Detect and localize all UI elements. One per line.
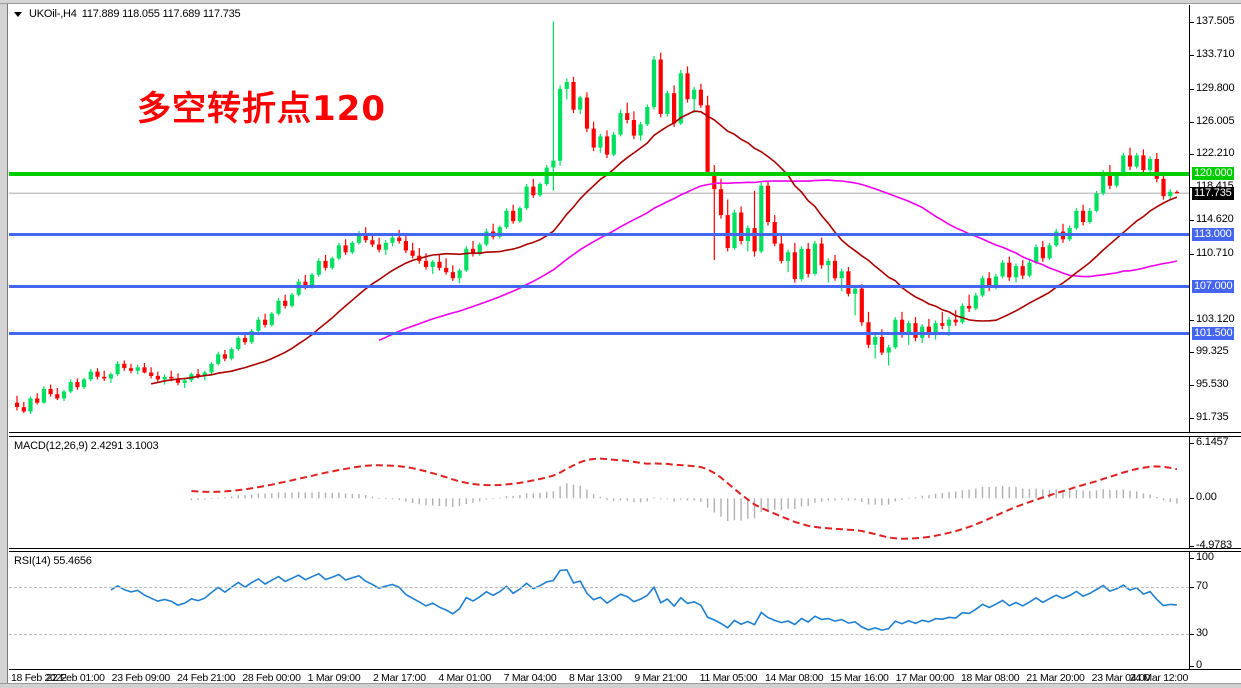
window-bottom-border [0,683,1241,688]
tick-mark [1190,546,1194,547]
time-tick-label: 9 Mar 21:00 [634,672,688,684]
time-tick-label: 24 Mar 12:00 [1129,672,1189,684]
tick-mark [1190,498,1194,500]
time-tick-label: 14 Mar 08:00 [765,672,824,684]
time-tick-label: 11 Mar 05:00 [699,672,758,684]
macd-label: MACD(12,26,9) 2.4291 3.1003 [14,440,159,452]
time-tick-label: 23 Mar 04:00 [1091,672,1151,684]
price-badge-120-000[interactable]: 120.000 [1192,167,1235,181]
tick-mark [1190,417,1194,419]
level-line-107-000[interactable] [9,284,1189,288]
time-tick-label: 2 Mar 17:00 [373,672,426,684]
price-tick-label: 122.210 [1196,147,1235,160]
price-tick-label: 91.735 [1196,410,1229,423]
tick-mark [1190,666,1194,667]
tick-mark [1190,443,1194,444]
time-tick-label: 4 Mar 01:00 [438,672,492,684]
level-line-113-000[interactable] [9,232,1189,236]
time-tick-label: 23 Feb 09:00 [111,672,171,684]
chart-canvas[interactable]: 多空转折点120 UKOil-,H4 117.889 118.055 117.6… [9,5,1241,684]
rsi-axis: 100 70 30 0 [1189,552,1241,669]
time-tick-label: 22 Feb 01:00 [46,672,105,684]
price-badge-101-500[interactable]: 101.500 [1192,327,1235,341]
window-title-bar [0,0,1241,4]
tick-mark [1190,88,1194,90]
ohlc-values: 117.889 118.055 117.689 117.735 [81,8,241,20]
macd-axis: 6.1457 0.00 -4.9783 [1189,437,1241,548]
price-tick-label: 129.800 [1196,81,1235,94]
time-tick-label: 8 Mar 13:00 [569,672,622,684]
time-tick-label: 18 Feb 2022 [11,672,67,684]
time-tick-label: 18 Mar 08:00 [961,672,1020,684]
rsi-guide-30 [9,633,1189,635]
tick-mark [1190,154,1194,156]
tick-mark [1190,220,1194,222]
tick-mark [1190,55,1194,57]
price-tick-label: 99.325 [1196,345,1229,358]
level-line-120-000[interactable] [9,171,1189,176]
chevron-down-icon[interactable] [14,11,22,17]
price-tick-label: 95.530 [1196,378,1229,391]
tick-mark [1190,558,1194,559]
symbol-header: UKOil-,H4 117.889 118.055 117.689 117.73… [14,8,241,20]
rsi-label: RSI(14) 55.4656 [14,555,92,567]
time-tick-label: 15 Mar 16:00 [830,672,889,684]
price-badge-113-000[interactable]: 113.000 [1192,227,1234,241]
price-panel[interactable]: 多空转折点120 UKOil-,H4 117.889 118.055 117.6… [9,5,1241,433]
macd-tick-label: 0.00 [1196,491,1217,504]
rsi-tick-label: 100 [1196,551,1214,563]
price-tick-label: 126.005 [1196,114,1235,127]
time-tick-label: 7 Mar 04:00 [503,672,557,684]
rsi-guide-70 [9,587,1189,589]
tick-mark [1190,385,1194,387]
tick-mark [1190,22,1194,24]
time-axis: 18 Feb 2022 22 Feb 01:00 23 Feb 09:00 24 Fe… [9,671,1241,687]
macd-tick-label: -4.9783 [1196,539,1232,549]
chart-annotation-text: 多空转折点120 [137,89,386,129]
macd-plot-area[interactable] [9,437,1189,548]
tick-mark [1190,253,1194,255]
window-left-border [0,4,8,684]
time-tick-label: 28 Feb 00:00 [242,672,301,684]
price-tick-label: 114.620 [1196,213,1234,226]
rsi-plot-area[interactable] [9,552,1189,669]
tick-mark [1190,352,1194,354]
price-plot-area[interactable]: 多空转折点120 [9,5,1189,432]
symbol-label: UKOil-,H4 [29,8,77,20]
level-line-101-500[interactable] [9,332,1189,336]
time-tick-label: 21 Mar 20:00 [1026,672,1085,684]
price-badge-117-735[interactable]: 117.735 [1192,186,1234,200]
tick-mark [1190,319,1194,321]
tick-mark [1190,587,1194,589]
price-tick-label: 110.710 [1196,246,1234,259]
macd-panel[interactable]: MACD(12,26,9) 2.4291 3.1003 6.1457 0.00 -4… [9,436,1241,549]
price-axis[interactable]: 137.505133.710129.800126.005122.210118.4… [1189,5,1241,432]
price-tick-label: 137.505 [1196,15,1235,28]
tick-mark [1190,121,1194,123]
macd-tick-label: 6.1457 [1196,436,1229,448]
time-tick-label: 1 Mar 09:00 [307,672,361,684]
rsi-tick-label: 70 [1196,580,1208,593]
rsi-tick-label: 30 [1196,626,1208,639]
time-tick-label: 24 Feb 21:00 [177,672,236,684]
price-tick-label: 133.710 [1196,48,1235,61]
time-tick-label: 17 Mar 00:00 [895,672,955,684]
rsi-panel[interactable]: RSI(14) 55.4656 100 70 30 0 [9,551,1241,670]
rsi-tick-label: 0 [1196,659,1202,670]
price-tick-label: 103.120 [1196,312,1235,325]
tick-mark [1190,633,1194,635]
price-badge-107-000[interactable]: 107.000 [1192,279,1235,293]
